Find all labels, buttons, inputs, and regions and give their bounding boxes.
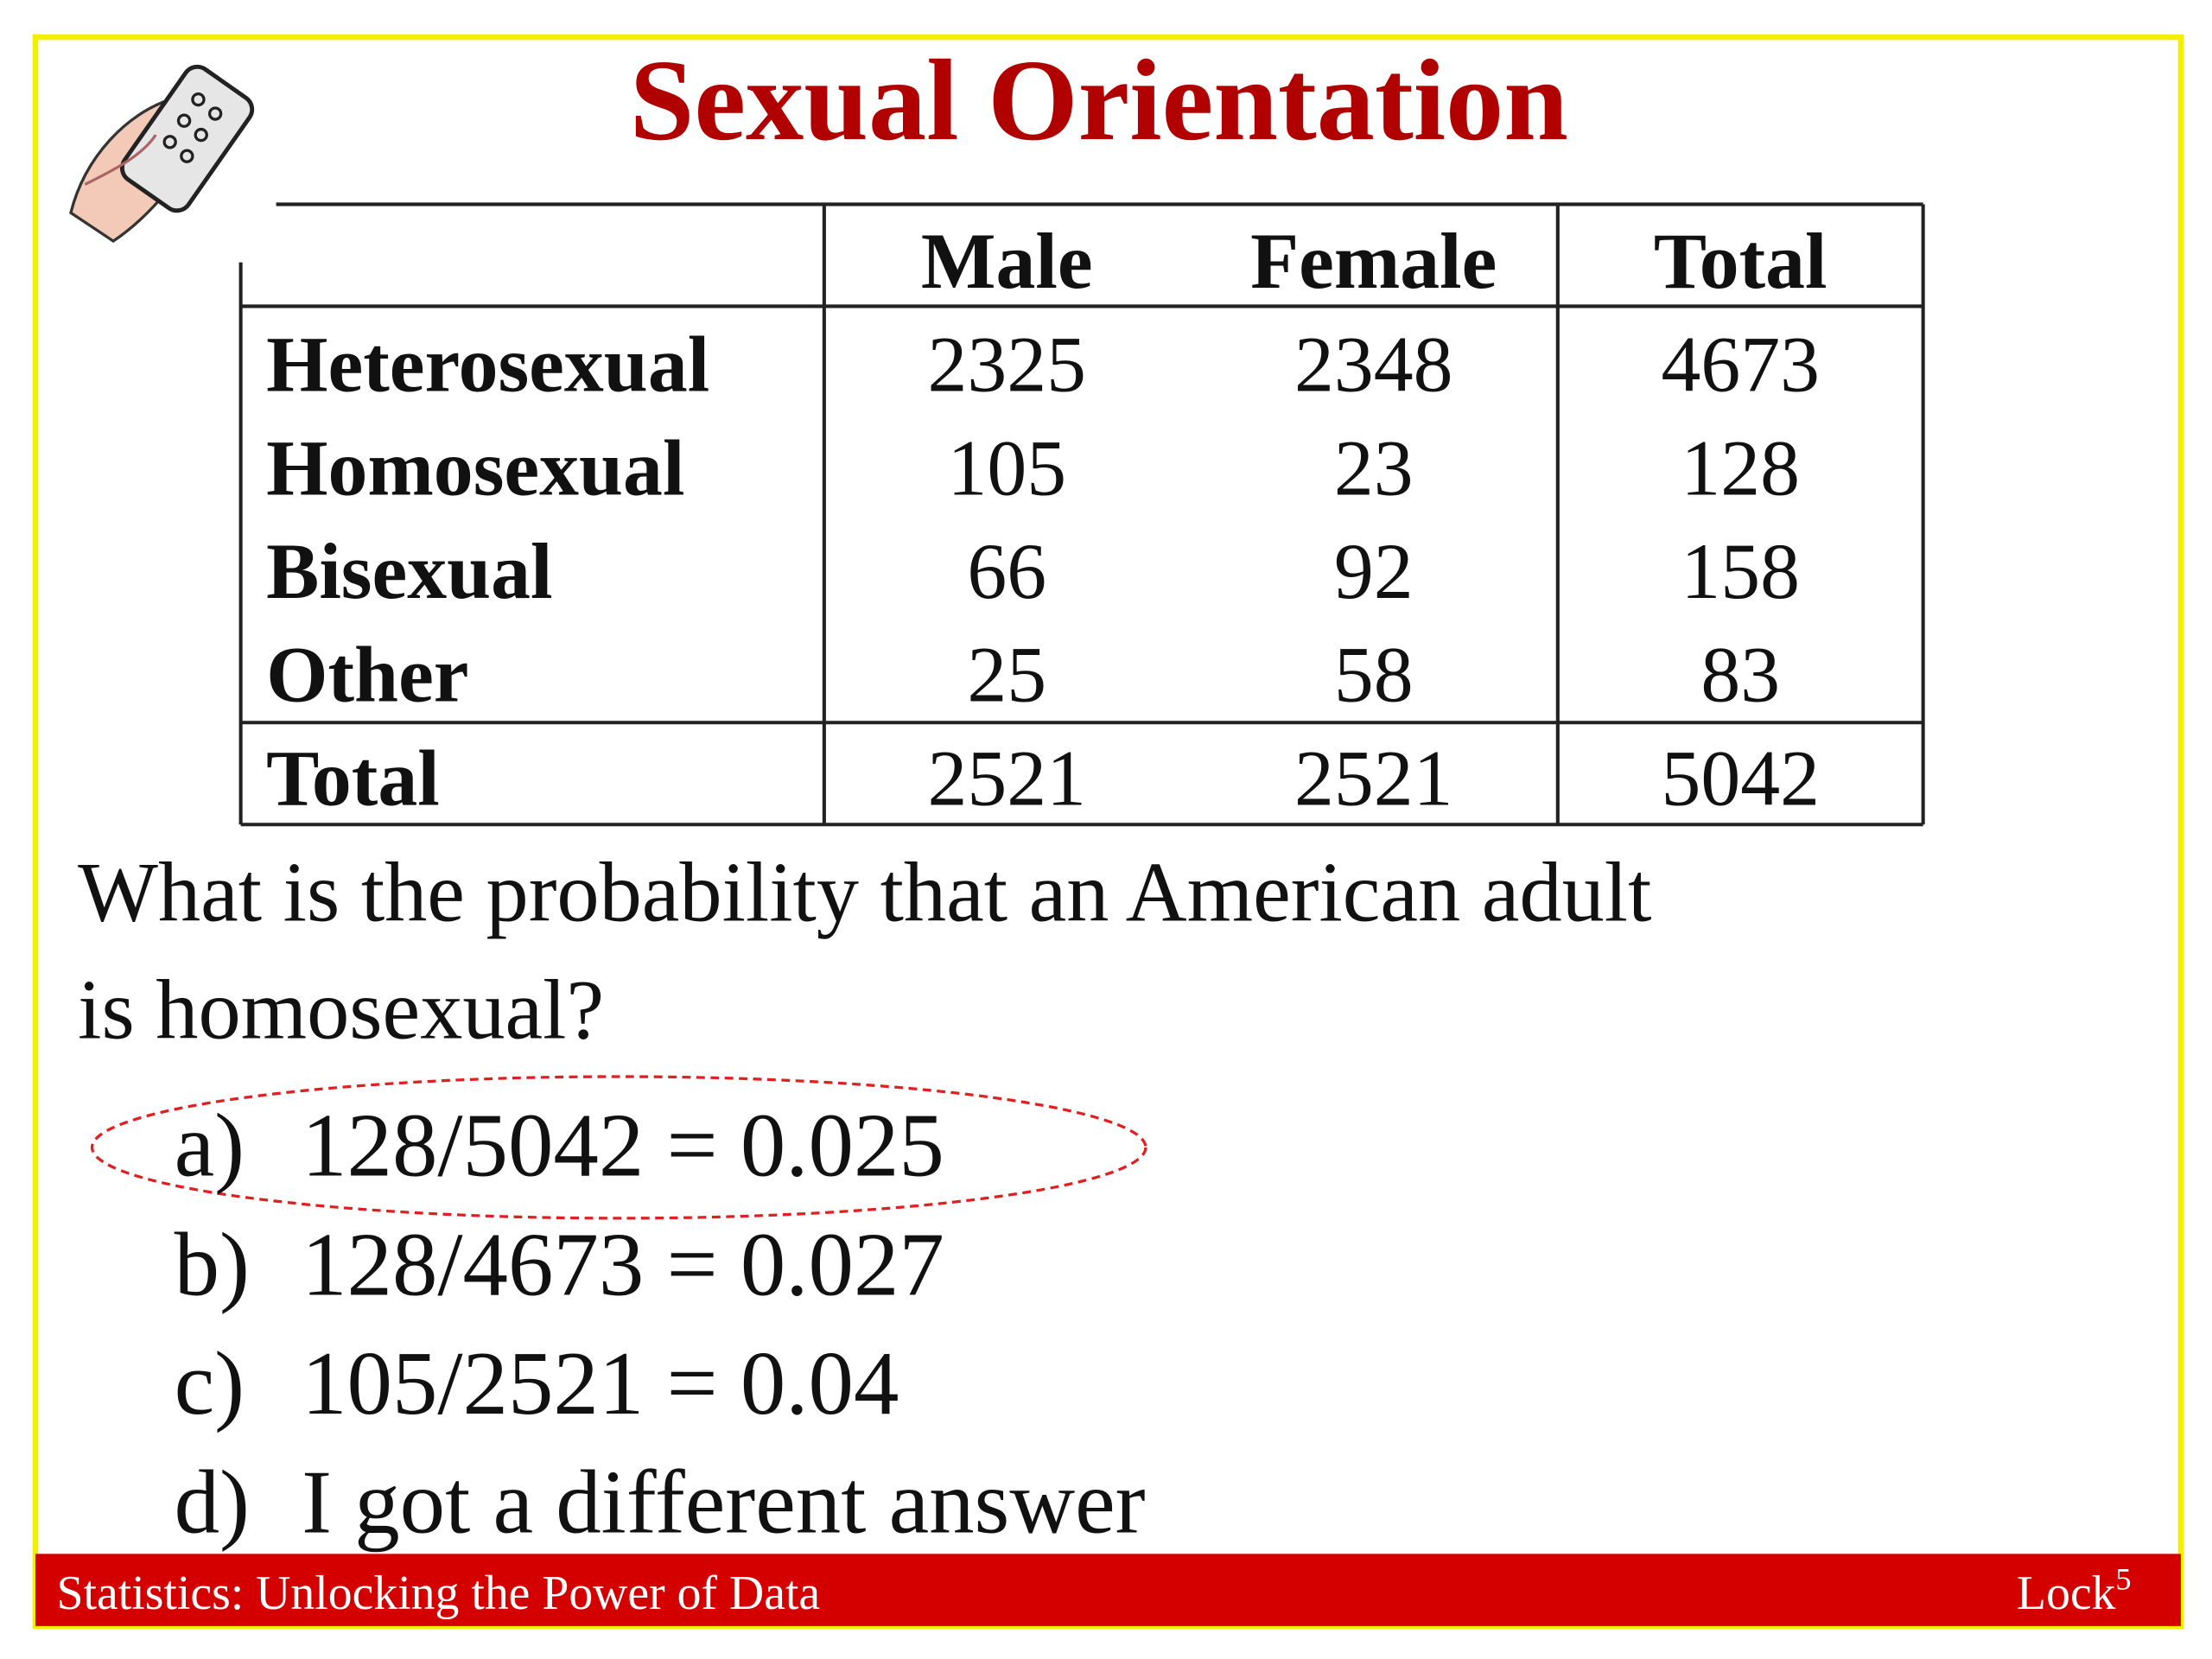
table-cell: 105 [947, 423, 1066, 512]
table-cell: 66 [967, 527, 1046, 615]
option-letter: c) [175, 1333, 245, 1433]
table-cell: 58 [1334, 631, 1414, 719]
row-header: Total [266, 734, 440, 822]
column-header: Total [1654, 217, 1827, 305]
table-cell: 158 [1681, 527, 1800, 615]
row-header: Bisexual [266, 527, 552, 615]
table-cell: 128 [1681, 423, 1800, 512]
table-cell: 2521 [1294, 734, 1453, 822]
remote-icon [69, 64, 255, 243]
question-line: is homosexual? [78, 963, 604, 1058]
answer-highlight [90, 1075, 1147, 1220]
option-text: 128/4673 = 0.027 [302, 1214, 944, 1314]
row-header: Homosexual [266, 423, 684, 512]
table-cell: 2521 [928, 734, 1087, 822]
option-text: 128/5042 = 0.025 [302, 1096, 944, 1196]
table-cell: 5042 [1661, 734, 1820, 822]
question-line: What is the probability that an American… [78, 846, 1651, 940]
slide-border [32, 34, 2184, 1630]
footer-bar [35, 1554, 2181, 1626]
column-header: Male [921, 217, 1093, 305]
option-letter: a) [175, 1096, 245, 1196]
option-letter: d) [175, 1452, 250, 1553]
table-cell: 2325 [928, 321, 1087, 409]
footer-superscript: 5 [2116, 1561, 2132, 1596]
table-cell: 25 [967, 631, 1046, 719]
footer-right: Lock5 [2017, 1561, 2132, 1620]
row-header: Heterosexual [266, 321, 709, 409]
options: a) 128/5042 = 0.025 b) 128/4673 = 0.027 c) 10… [175, 1096, 1146, 1553]
table-cell: 83 [1700, 631, 1780, 719]
option-text: 105/2521 = 0.04 [302, 1333, 899, 1433]
slide-title: Sexual Orientation [630, 36, 1568, 165]
table-cell: 92 [1334, 527, 1414, 615]
table-cell: 4673 [1661, 321, 1820, 409]
table-cell: 2348 [1294, 321, 1453, 409]
option-text: I got a different answer [302, 1452, 1146, 1553]
footer-left: Statistics: Unlocking the Power of Data [57, 1567, 821, 1620]
option-letter: b) [175, 1214, 250, 1314]
table-cell: 23 [1334, 423, 1414, 512]
column-header: Female [1250, 217, 1497, 305]
row-header: Other [266, 631, 468, 719]
footer-lock: Lock [2017, 1567, 2116, 1620]
